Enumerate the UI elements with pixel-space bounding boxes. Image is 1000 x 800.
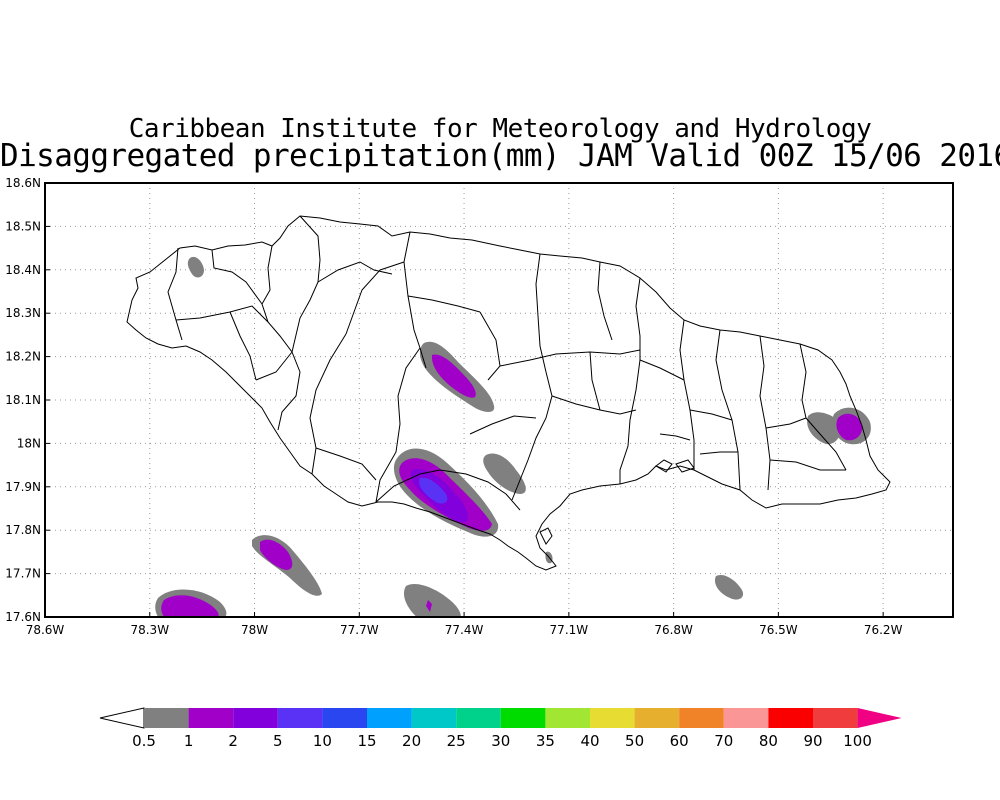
- colorbar-label: 10: [313, 732, 332, 750]
- latitude-label: 18.2N: [5, 350, 41, 364]
- colorbar-label: 100: [843, 732, 872, 750]
- longitude-label: 76.5W: [759, 623, 798, 637]
- colorbar-label: 0.5: [132, 732, 156, 750]
- precip-cell-purple: [161, 595, 219, 617]
- colorbar-box: [545, 708, 590, 728]
- colorbar-box: [590, 708, 635, 728]
- latitude-label: 17.9N: [5, 480, 41, 494]
- colorbar-box: [188, 708, 234, 728]
- precip-cell-gray: [483, 453, 526, 494]
- colorbar-box: [233, 708, 278, 728]
- colorbar-box: [144, 708, 189, 728]
- small-cays: [539, 459, 695, 545]
- longitude-label: 78.3W: [130, 623, 169, 637]
- latitude-label: 18.4N: [5, 263, 41, 277]
- longitude-label: 78.6W: [26, 623, 65, 637]
- colorbar-box: [367, 708, 412, 728]
- colorbar-label: 90: [803, 732, 822, 750]
- colorbar-label: 50: [625, 732, 644, 750]
- colorbar: 0.5 1 2 5 10 15 20 25 30 35 40 50 60 70 80 90 100: [99, 707, 902, 750]
- precip-cell-gray: [403, 583, 461, 617]
- longitude-labels: 78.6W 78.3W 78W 77.7W 77.4W 77.1W 76.8W 76.5W 76…: [26, 612, 903, 637]
- precip-cell-purple: [260, 539, 293, 570]
- precip-cell-gray: [714, 574, 744, 600]
- precip-cell-blue: [419, 477, 448, 504]
- colorbar-label: 2: [228, 732, 238, 750]
- jamaica-coastline: [126, 215, 891, 571]
- colorbar-label: 60: [670, 732, 689, 750]
- chart-subtitle: Disaggregated precipitation(mm) JAM Vali…: [0, 138, 1000, 174]
- colorbar-box: [634, 708, 680, 728]
- colorbar-box: [456, 708, 501, 728]
- colorbar-label: 35: [536, 732, 555, 750]
- colorbar-label: 40: [580, 732, 599, 750]
- precipitation-shading: [155, 256, 871, 617]
- precip-cell-purple: [431, 354, 476, 398]
- colorbar-label: 25: [447, 732, 466, 750]
- colorbar-box: [500, 708, 546, 728]
- chart-title: Caribbean Institute for Meteorology and …: [128, 114, 872, 144]
- longitude-label: 77.1W: [550, 623, 589, 637]
- colorbar-low-triangle: [99, 707, 145, 729]
- latitude-label: 17.8N: [5, 523, 41, 537]
- colorbar-label: 1: [184, 732, 194, 750]
- latitude-labels: 18.6N 18.5N 18.4N 18.3N 18.2N 18.1N 18N 17.9N 17…: [5, 176, 50, 624]
- colorbar-box: [277, 708, 323, 728]
- colorbar-label: 20: [402, 732, 421, 750]
- latitude-label: 17.6N: [5, 610, 41, 624]
- longitude-label: 76.2W: [864, 623, 903, 637]
- colorbar-label: 80: [759, 732, 778, 750]
- colorbar-label: 15: [357, 732, 376, 750]
- latitude-label: 18.3N: [5, 306, 41, 320]
- longitude-label: 77.7W: [340, 623, 379, 637]
- latitude-label: 18.5N: [5, 219, 41, 233]
- parish-boundaries: [167, 215, 847, 511]
- colorbar-box: [768, 708, 813, 728]
- colorbar-box: [679, 708, 724, 728]
- latitude-label: 17.7N: [5, 567, 41, 581]
- longitude-label: 78W: [241, 623, 268, 637]
- precip-cell-purple: [836, 413, 863, 441]
- colorbar-label: 30: [491, 732, 510, 750]
- colorbar-label: 5: [273, 732, 283, 750]
- longitude-label: 77.4W: [445, 623, 484, 637]
- precip-cell-gray: [187, 256, 204, 278]
- colorbar-box: [411, 708, 457, 728]
- colorbar-label: 70: [714, 732, 733, 750]
- colorbar-box: [813, 708, 858, 728]
- latitude-label: 18.6N: [5, 176, 41, 190]
- colorbar-high-triangle: [857, 708, 902, 728]
- precip-cell-purple: [426, 600, 432, 612]
- colorbar-box: [322, 708, 367, 728]
- colorbar-box: [723, 708, 769, 728]
- longitude-label: 76.8W: [654, 623, 693, 637]
- latitude-label: 18N: [17, 436, 41, 450]
- latitude-label: 18.1N: [5, 393, 41, 407]
